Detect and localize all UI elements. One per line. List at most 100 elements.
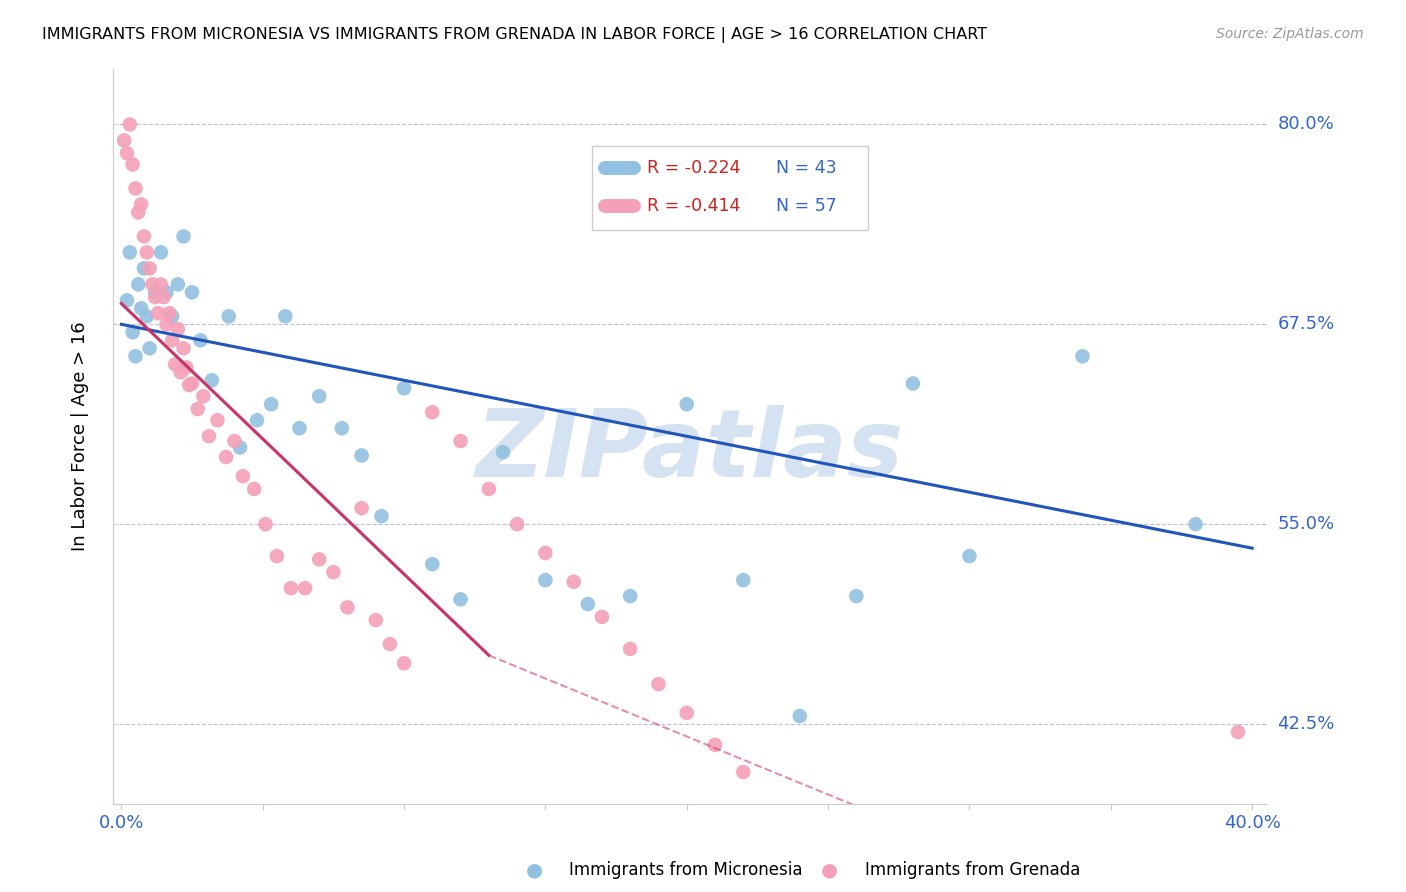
Point	[135, 245, 157, 260]
FancyBboxPatch shape	[592, 145, 869, 230]
Text: Immigrants from Grenada: Immigrants from Grenada	[865, 861, 1080, 879]
Point	[308, 552, 330, 566]
Point	[132, 261, 155, 276]
Point	[118, 245, 141, 260]
Point	[330, 421, 353, 435]
Point	[152, 290, 174, 304]
Point	[124, 349, 146, 363]
Point	[187, 402, 209, 417]
Point	[308, 389, 330, 403]
Point	[121, 326, 143, 340]
Point	[576, 597, 599, 611]
Point	[160, 310, 183, 324]
Text: 67.5%: 67.5%	[1278, 316, 1334, 334]
Text: N = 43: N = 43	[776, 159, 837, 177]
Point	[229, 441, 252, 455]
Point	[135, 310, 157, 324]
Point	[322, 565, 344, 579]
Point	[450, 592, 472, 607]
Point	[181, 285, 204, 300]
Y-axis label: In Labor Force | Age > 16: In Labor Force | Age > 16	[72, 321, 89, 551]
Text: Source: ZipAtlas.com: Source: ZipAtlas.com	[1216, 27, 1364, 41]
Point	[138, 261, 160, 276]
Point	[138, 341, 160, 355]
Point	[274, 310, 297, 324]
Point	[170, 365, 193, 379]
Point	[201, 373, 224, 387]
Point	[218, 310, 240, 324]
Point	[129, 301, 152, 316]
Text: 42.5%: 42.5%	[1278, 715, 1334, 733]
Point	[619, 589, 641, 603]
Point	[1184, 517, 1206, 532]
Text: 55.0%: 55.0%	[1278, 516, 1334, 533]
Point	[173, 229, 195, 244]
Point	[149, 277, 172, 292]
Point	[198, 429, 221, 443]
Point	[959, 549, 981, 564]
Point	[132, 229, 155, 244]
Text: R = -0.414: R = -0.414	[647, 197, 741, 215]
Point	[146, 306, 169, 320]
Text: IMMIGRANTS FROM MICRONESIA VS IMMIGRANTS FROM GRENADA IN LABOR FORCE | AGE > 16 : IMMIGRANTS FROM MICRONESIA VS IMMIGRANTS…	[42, 27, 987, 43]
Point	[675, 706, 697, 720]
Point	[336, 600, 359, 615]
Text: ●: ●	[526, 860, 543, 880]
Point	[121, 157, 143, 171]
Point	[294, 581, 316, 595]
Point	[901, 376, 924, 391]
Point	[675, 397, 697, 411]
Point	[246, 413, 269, 427]
Point	[733, 573, 755, 587]
Point	[176, 360, 198, 375]
Point	[232, 469, 254, 483]
Point	[243, 482, 266, 496]
Point	[364, 613, 387, 627]
Point	[420, 405, 443, 419]
Point	[254, 517, 277, 532]
Point	[704, 738, 727, 752]
Point	[260, 397, 283, 411]
Point	[173, 341, 195, 355]
Point	[478, 482, 501, 496]
Point	[1071, 349, 1094, 363]
Point	[733, 764, 755, 779]
Point	[115, 146, 138, 161]
Point	[127, 205, 149, 219]
Point	[155, 285, 177, 300]
Point	[160, 334, 183, 348]
Point	[288, 421, 311, 435]
Point	[112, 133, 135, 147]
Point	[118, 118, 141, 132]
Point	[845, 589, 868, 603]
Point	[207, 413, 229, 427]
Text: R = -0.224: R = -0.224	[647, 159, 741, 177]
Point	[378, 637, 401, 651]
Point	[141, 277, 163, 292]
Point	[350, 501, 373, 516]
Point	[127, 277, 149, 292]
Point	[506, 517, 529, 532]
Point	[420, 557, 443, 571]
Point	[157, 306, 180, 320]
Point	[179, 378, 201, 392]
Point	[193, 389, 215, 403]
Point	[562, 574, 585, 589]
Point	[167, 277, 190, 292]
Point	[370, 509, 392, 524]
Point	[167, 322, 190, 336]
Point	[591, 610, 613, 624]
Point	[647, 677, 669, 691]
Point	[619, 641, 641, 656]
Point	[155, 318, 177, 332]
Point	[143, 290, 166, 304]
Point	[181, 376, 204, 391]
Point	[534, 573, 557, 587]
Point	[215, 450, 238, 464]
Point	[149, 245, 172, 260]
Point	[115, 293, 138, 308]
Point	[124, 181, 146, 195]
Point	[143, 285, 166, 300]
Point	[224, 434, 246, 448]
Text: 80.0%: 80.0%	[1278, 115, 1334, 134]
